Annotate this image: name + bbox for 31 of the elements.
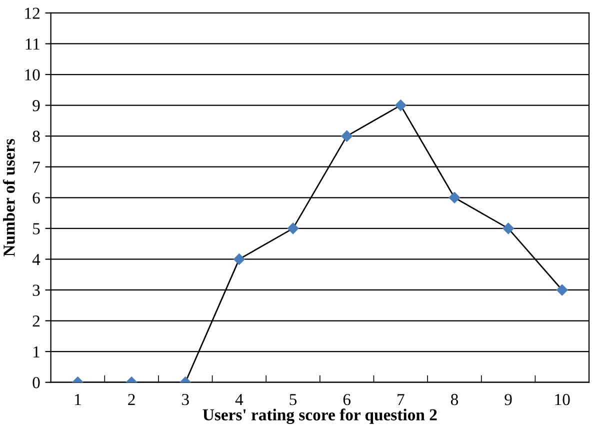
y-tick-label: 5: [33, 223, 40, 234]
x-tick-label: 5: [290, 394, 297, 406]
point: [234, 254, 245, 265]
y-tick-label: 10: [25, 69, 40, 80]
point: [448, 192, 460, 204]
y-tick-label: 7: [33, 162, 40, 173]
x-tick-label: 1: [75, 394, 81, 405]
y-tick-label: 11: [26, 38, 40, 50]
x-tick-label: 9: [504, 394, 512, 406]
point: [341, 130, 352, 142]
point: [556, 284, 568, 296]
y-tick-label: 4: [32, 254, 40, 265]
x-tick-label: 7: [398, 394, 404, 405]
x-tick-label: 3: [182, 394, 189, 406]
x-tick-label: 2: [128, 394, 135, 405]
y-axis-title: Number of users: [2, 138, 15, 256]
x-tick-label: 8: [450, 394, 458, 406]
y-tick-label: 2: [32, 316, 40, 327]
x-tick-label: 4: [235, 394, 244, 405]
point: [502, 222, 514, 234]
y-tick-label: 1: [34, 346, 40, 358]
y-tick-label: 6: [32, 192, 40, 204]
y-tick-label: 9: [32, 100, 40, 112]
y-tick-label: 0: [32, 377, 40, 388]
y-tick-label: 3: [32, 284, 40, 296]
point: [287, 222, 299, 234]
x-tick-label: 6: [343, 394, 351, 406]
x-axis-title: Users' rating score for question 2: [202, 408, 437, 424]
y-tick-label: 12: [25, 8, 40, 19]
y-tick-label: 8: [32, 130, 40, 142]
x-tick-label: 10: [555, 394, 570, 406]
